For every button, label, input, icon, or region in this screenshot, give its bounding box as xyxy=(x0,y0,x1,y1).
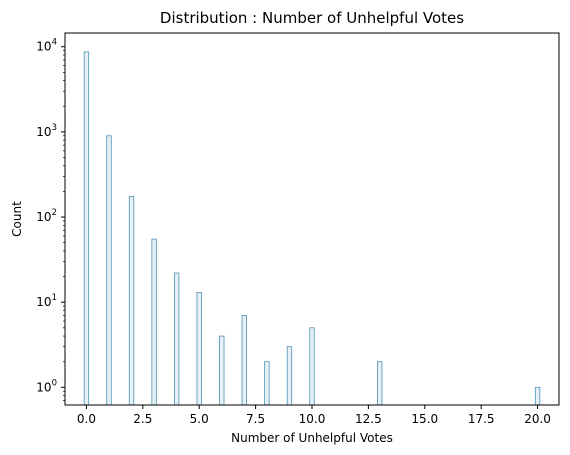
x-tick-label: 7.5 xyxy=(246,412,265,426)
y-axis: 100 101 102 103 104 xyxy=(36,38,65,401)
y-tick-label: 104 xyxy=(36,38,57,54)
bars-group xyxy=(83,51,541,406)
y-tick-label: 100 xyxy=(36,378,57,394)
y-axis-label: Count xyxy=(10,201,24,237)
y-tick-label: 102 xyxy=(36,208,57,224)
x-tick-label: 20.0 xyxy=(524,412,551,426)
bar xyxy=(534,386,541,406)
bar xyxy=(377,361,383,406)
bar xyxy=(309,327,315,406)
bar xyxy=(128,195,135,406)
x-axis-label: Number of Unhelpful Votes xyxy=(231,431,393,445)
x-tick-label: 17.5 xyxy=(468,412,495,426)
bar xyxy=(173,272,180,406)
chart-title: Distribution : Number of Unhelpful Votes xyxy=(160,9,464,27)
x-tick-label: 0.0 xyxy=(77,412,96,426)
bar xyxy=(241,314,247,406)
x-tick-label: 2.5 xyxy=(133,412,152,426)
bar xyxy=(219,335,225,406)
bar xyxy=(196,292,202,406)
bar xyxy=(106,135,112,406)
y-tick-label: 103 xyxy=(36,123,57,139)
x-tick-label: 12.5 xyxy=(355,412,382,426)
x-tick-label: 5.0 xyxy=(190,412,209,426)
bar xyxy=(83,51,90,406)
bar xyxy=(286,346,293,406)
x-axis: 0.0 2.5 5.0 7.5 10.0 12.5 15.0 17.5 20.0 xyxy=(77,405,551,426)
bar xyxy=(264,361,270,406)
y-tick-label: 101 xyxy=(36,293,57,309)
x-tick-label: 15.0 xyxy=(411,412,438,426)
x-tick-label: 10.0 xyxy=(299,412,326,426)
bar xyxy=(151,238,157,406)
